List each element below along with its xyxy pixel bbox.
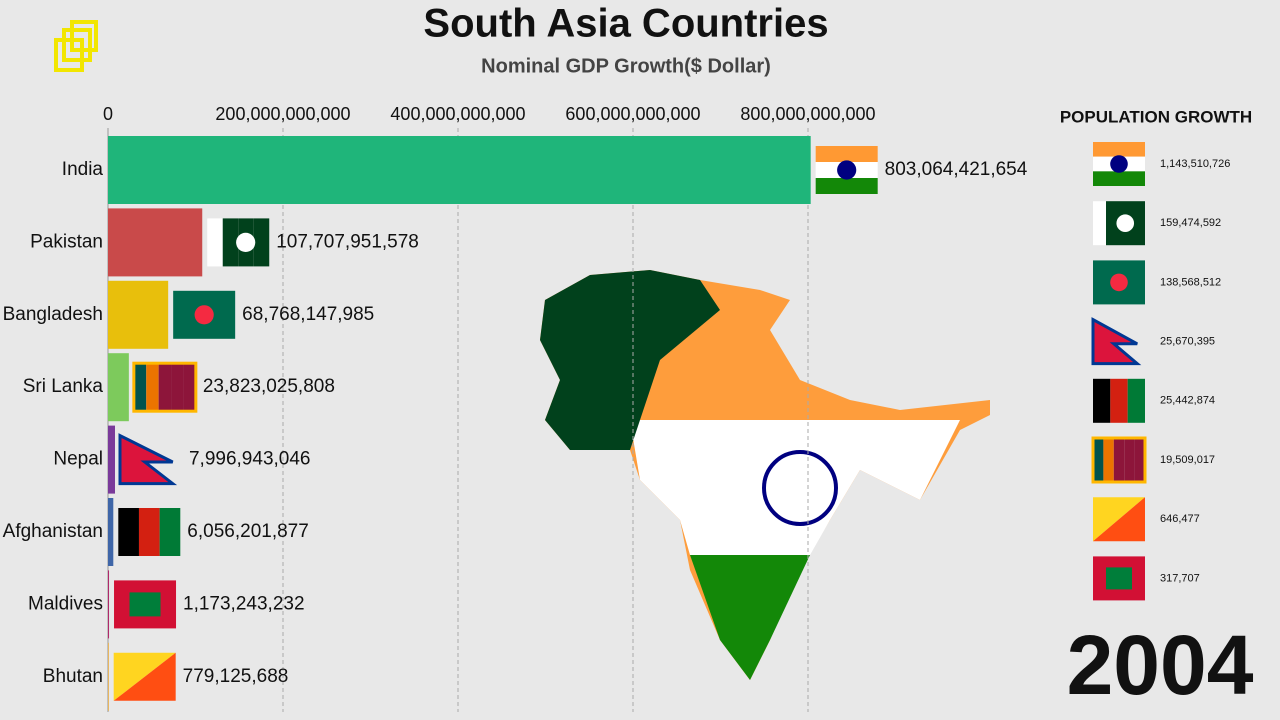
flag [1093, 497, 1145, 542]
population-label: 138,568,512 [1160, 276, 1221, 288]
flag [1116, 214, 1135, 232]
y-tick-label: Sri Lanka [23, 376, 104, 397]
y-tick-label: Bangladesh [3, 304, 103, 325]
x-tick-label: 600,000,000,000 [565, 104, 700, 124]
flag [158, 363, 172, 412]
flag [129, 592, 161, 617]
flag [815, 178, 878, 194]
x-tick-label: 0 [103, 104, 113, 124]
value-label: 6,056,201,877 [187, 521, 309, 542]
flag [1091, 317, 1142, 366]
x-tick-label: 200,000,000,000 [215, 104, 350, 124]
x-tick-label: 800,000,000,000 [740, 104, 875, 124]
flag [222, 218, 239, 267]
flag [1093, 378, 1111, 423]
population-label: 25,670,395 [1160, 336, 1215, 348]
flag [1093, 201, 1106, 246]
population-label: 25,442,874 [1160, 395, 1215, 407]
flag [133, 363, 147, 412]
chart-subtitle: Nominal GDP Growth($ Dollar) [481, 55, 771, 77]
map-band [630, 420, 960, 555]
flag [1103, 438, 1114, 482]
chart-title: South Asia Countries [423, 2, 828, 46]
bar [108, 353, 129, 422]
population-label: 159,474,592 [1160, 217, 1221, 229]
flag [1127, 378, 1145, 423]
value-label: 68,768,147,985 [242, 304, 374, 325]
population-label: 317,707 [1160, 572, 1200, 584]
value-label: 803,064,421,654 [885, 159, 1028, 180]
year: 2004 [1067, 618, 1254, 712]
flag [1093, 142, 1145, 157]
flag [837, 160, 857, 180]
logo [54, 20, 98, 72]
value-label: 1,173,243,232 [183, 593, 305, 614]
value-label: 779,125,688 [183, 666, 289, 687]
flag [113, 652, 176, 701]
bar [108, 642, 109, 711]
flag [146, 363, 159, 412]
flag [138, 508, 160, 556]
population-label: 1,143,510,726 [1160, 158, 1230, 170]
bar [108, 136, 811, 204]
population-label: 646,477 [1160, 513, 1200, 525]
flag [1106, 201, 1119, 246]
flag [118, 433, 178, 486]
flag [183, 363, 196, 412]
map-wheel [762, 450, 838, 526]
y-tick-label: Maldives [28, 593, 103, 614]
y-tick-label: India [62, 159, 104, 180]
bar [108, 498, 114, 566]
flag [1091, 436, 1147, 484]
value-label: 7,996,943,046 [189, 449, 311, 470]
flag [1110, 155, 1128, 173]
flag [171, 363, 184, 412]
flag [1134, 438, 1145, 482]
flag [236, 232, 256, 252]
bar [108, 425, 115, 494]
flag [1093, 438, 1104, 482]
flag [118, 508, 139, 556]
flag [1124, 438, 1135, 482]
y-tick-label: Pakistan [30, 231, 103, 252]
bar [108, 280, 169, 349]
flag [1106, 567, 1132, 590]
flag [1110, 378, 1128, 423]
flag [1110, 273, 1128, 292]
value-label: 23,823,025,808 [203, 376, 335, 397]
flag [132, 361, 198, 413]
y-tick-label: Nepal [53, 449, 103, 470]
value-label: 107,707,951,578 [276, 231, 419, 252]
flag [1093, 171, 1145, 186]
flag [1132, 201, 1145, 246]
flag [194, 305, 214, 325]
flag [253, 218, 270, 267]
bar [108, 570, 110, 639]
y-tick-label: Bhutan [43, 666, 103, 687]
flag [815, 146, 878, 162]
map-band [690, 555, 810, 680]
x-tick-label: 400,000,000,000 [390, 104, 525, 124]
bar [108, 208, 203, 277]
map-region [540, 270, 720, 450]
flag [207, 218, 223, 267]
flag [1113, 438, 1125, 482]
population-label: 19,509,017 [1160, 454, 1215, 466]
y-tick-label: Afghanistan [3, 521, 103, 542]
flag [159, 508, 181, 556]
panel-title: POPULATION GROWTH [1060, 107, 1252, 126]
